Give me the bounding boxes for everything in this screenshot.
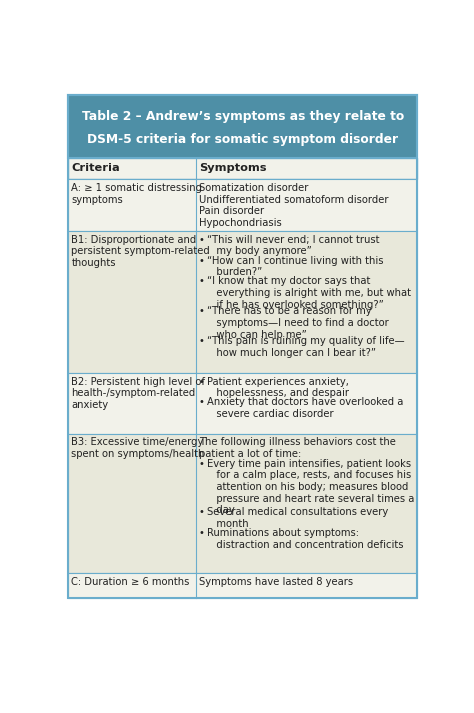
Text: •: • [199,337,205,347]
Bar [68,96,418,158]
Bar [68,434,418,573]
Text: •: • [199,507,205,517]
Text: A: ≥ 1 somatic distressing
symptoms: A: ≥ 1 somatic distressing symptoms [72,183,202,205]
Bar [68,158,418,179]
Text: B1: Disproportionate and
persistent symptom-related
thoughts: B1: Disproportionate and persistent symp… [72,235,210,268]
Text: B2: Persistent high level of
health-/symptom-related
anxiety: B2: Persistent high level of health-/sym… [72,376,205,410]
Text: Anxiety that doctors have overlooked a
   severe cardiac disorder: Anxiety that doctors have overlooked a s… [207,397,403,419]
Text: Somatization disorder
Undifferentiated somatoform disorder
Pain disorder
Hypocho: Somatization disorder Undifferentiated s… [199,183,388,227]
Text: •: • [199,277,205,287]
Bar [68,373,418,434]
Text: Criteria: Criteria [72,163,120,173]
Text: Table 2 – Andrew’s symptoms as they relate to: Table 2 – Andrew’s symptoms as they rela… [82,110,404,123]
Text: “This pain is ruining my quality of life—
   how much longer can I bear it?”: “This pain is ruining my quality of life… [207,337,404,358]
Text: The following illness behaviors cost the
patient a lot of time:: The following illness behaviors cost the… [199,438,396,459]
Text: B3: Excessive time/energy
spent on symptoms/health: B3: Excessive time/energy spent on sympt… [72,438,205,459]
Text: •: • [199,528,205,538]
Text: •: • [199,255,205,265]
Text: •: • [199,397,205,407]
Text: Ruminations about symptoms:
   distraction and concentration deficits: Ruminations about symptoms: distraction … [207,528,403,550]
Text: Symptoms have lasted 8 years: Symptoms have lasted 8 years [199,577,353,587]
Bar [68,573,418,598]
Text: “This will never end; I cannot trust
   my body anymore”: “This will never end; I cannot trust my … [207,235,379,257]
Text: Patient experiences anxiety,
   hopelessness, and despair: Patient experiences anxiety, hopelessnes… [207,376,349,398]
Text: Every time pain intensifies, patient looks
   for a calm place, rests, and focus: Every time pain intensifies, patient loo… [207,458,414,515]
Bar [68,231,418,373]
Text: “I know that my doctor says that
   everything is alright with me, but what
   i: “I know that my doctor says that everyth… [207,277,411,309]
Text: C: Duration ≥ 6 months: C: Duration ≥ 6 months [72,577,190,587]
Text: •: • [199,458,205,468]
Text: “There has to be a reason for my
   symptoms—I need to find a doctor
   who can : “There has to be a reason for my symptom… [207,307,389,339]
Text: •: • [199,307,205,317]
Text: •: • [199,235,205,245]
Text: •: • [199,376,205,386]
Text: Symptoms: Symptoms [199,163,266,173]
Text: Several medical consultations every
   month: Several medical consultations every mont… [207,507,388,529]
Text: “How can I continue living with this
   burden?”: “How can I continue living with this bur… [207,255,383,277]
Text: DSM-5 criteria for somatic symptom disorder: DSM-5 criteria for somatic symptom disor… [87,133,399,145]
Bar [68,179,418,231]
